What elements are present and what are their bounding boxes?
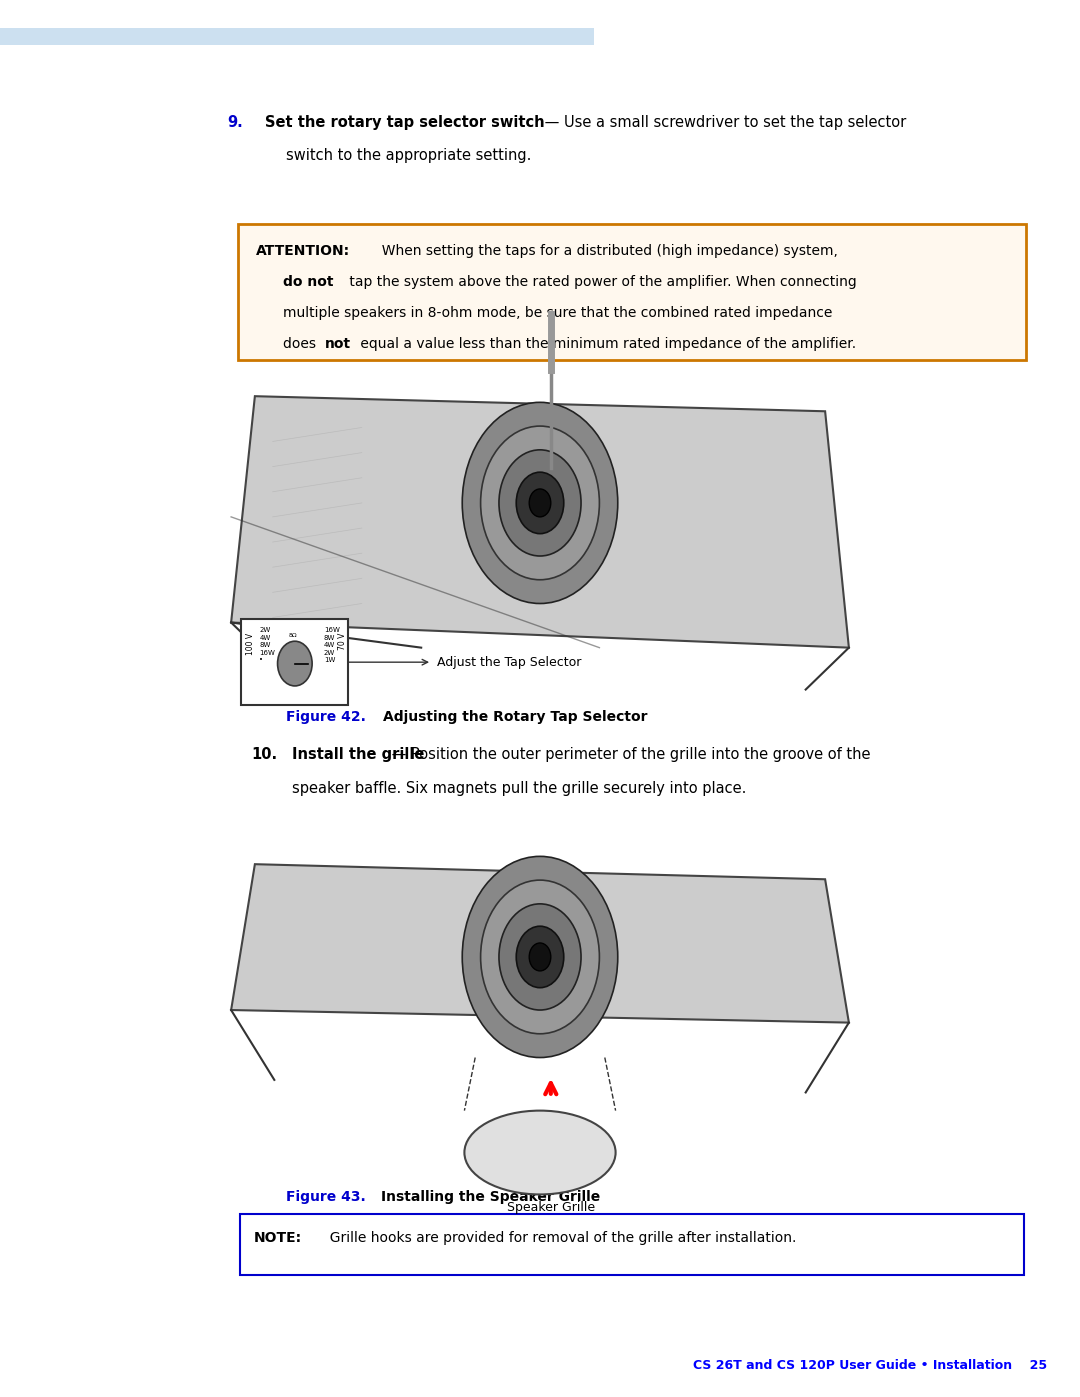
Text: When setting the taps for a distributed (high impedance) system,: When setting the taps for a distributed … xyxy=(373,244,837,258)
FancyBboxPatch shape xyxy=(241,619,348,705)
Text: Figure 42.: Figure 42. xyxy=(286,710,366,724)
Polygon shape xyxy=(231,865,849,1023)
Polygon shape xyxy=(231,397,849,648)
FancyBboxPatch shape xyxy=(240,1214,1024,1275)
Text: tap the system above the rated power of the amplifier. When connecting: tap the system above the rated power of … xyxy=(345,275,856,289)
Text: Install the grille: Install the grille xyxy=(292,747,424,763)
Circle shape xyxy=(529,943,551,971)
Text: — Position the outer perimeter of the grille into the groove of the: — Position the outer perimeter of the gr… xyxy=(387,747,870,763)
Circle shape xyxy=(481,880,599,1034)
Text: 100 V: 100 V xyxy=(246,633,255,655)
Circle shape xyxy=(516,472,564,534)
Circle shape xyxy=(481,426,599,580)
Ellipse shape xyxy=(464,1111,616,1194)
Text: speaker baffle. Six magnets pull the grille securely into place.: speaker baffle. Six magnets pull the gri… xyxy=(292,781,746,796)
Text: do not: do not xyxy=(283,275,334,289)
Text: ATTENTION:: ATTENTION: xyxy=(256,244,350,258)
Text: Adjust the Tap Selector: Adjust the Tap Selector xyxy=(437,655,582,669)
FancyBboxPatch shape xyxy=(238,224,1026,360)
Text: Installing the Speaker Grille: Installing the Speaker Grille xyxy=(381,1190,600,1204)
Text: switch to the appropriate setting.: switch to the appropriate setting. xyxy=(286,148,531,163)
Text: does: does xyxy=(283,337,321,351)
Text: Grille hooks are provided for removal of the grille after installation.: Grille hooks are provided for removal of… xyxy=(321,1231,796,1245)
Text: CS 26T and CS 120P User Guide • Installation    25: CS 26T and CS 120P User Guide • Installa… xyxy=(693,1359,1048,1372)
Text: Adjusting the Rotary Tap Selector: Adjusting the Rotary Tap Selector xyxy=(383,710,648,724)
Text: 2W
4W
8W
16W
•: 2W 4W 8W 16W • xyxy=(259,627,275,664)
Text: NOTE:: NOTE: xyxy=(254,1231,302,1245)
Text: 9.: 9. xyxy=(227,115,243,130)
Text: 16W
8W
4W
2W
1W: 16W 8W 4W 2W 1W xyxy=(324,627,340,664)
Text: multiple speakers in 8-ohm mode, be sure that the combined rated impedance: multiple speakers in 8-ohm mode, be sure… xyxy=(283,306,833,320)
Circle shape xyxy=(529,489,551,517)
Circle shape xyxy=(278,641,312,686)
Text: — Use a small screwdriver to set the tap selector: — Use a small screwdriver to set the tap… xyxy=(540,115,906,130)
Text: 70 V: 70 V xyxy=(338,633,347,650)
Circle shape xyxy=(516,926,564,988)
Circle shape xyxy=(462,856,618,1058)
Text: 8Ω



8Ω: 8Ω 8Ω xyxy=(288,633,297,662)
FancyBboxPatch shape xyxy=(0,28,594,45)
Circle shape xyxy=(499,450,581,556)
Text: Figure 43.: Figure 43. xyxy=(286,1190,366,1204)
Text: not: not xyxy=(325,337,351,351)
Text: 10.: 10. xyxy=(252,747,278,763)
Text: equal a value less than the minimum rated impedance of the amplifier.: equal a value less than the minimum rate… xyxy=(356,337,856,351)
Circle shape xyxy=(499,904,581,1010)
Text: Set the rotary tap selector switch: Set the rotary tap selector switch xyxy=(265,115,544,130)
Circle shape xyxy=(462,402,618,604)
Text: Speaker Grille: Speaker Grille xyxy=(507,1201,595,1214)
